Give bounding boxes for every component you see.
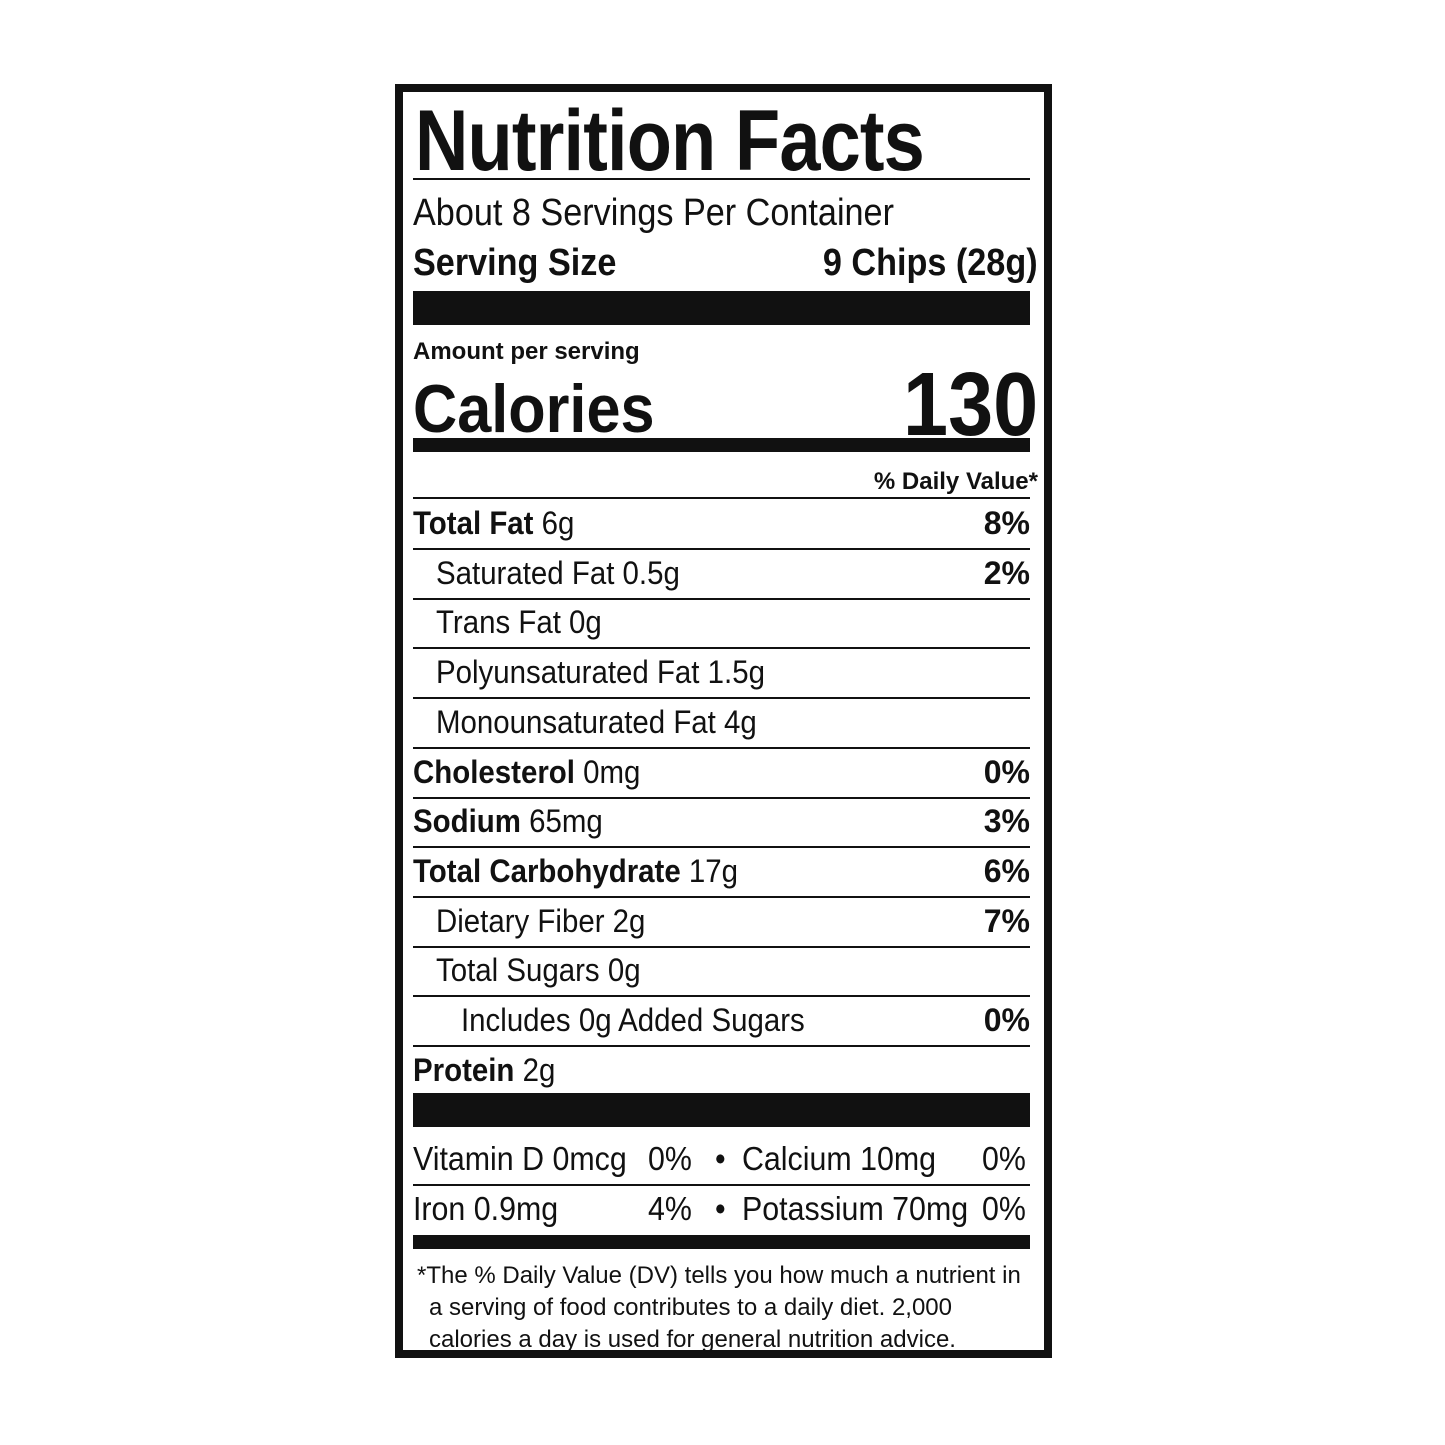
nutrient-name: Cholesterol 0mg <box>413 754 640 791</box>
vitamin-right: Calcium 10mg <box>742 1140 937 1177</box>
nutrient-name: Includes 0g Added Sugars <box>461 1002 805 1039</box>
nutrient-name: Monounsaturated Fat 4g <box>436 704 757 741</box>
nutrient-label: Total Carbohydrate <box>413 852 681 889</box>
vitamin-left-dv: 4% <box>648 1190 692 1227</box>
nutrient-amount: 0.5g <box>622 554 680 591</box>
nutrient-amount: 6g <box>541 505 575 541</box>
nutrient-name: Saturated Fat 0.5g <box>436 555 680 592</box>
nutrient-daily-value: 6% <box>983 852 1030 889</box>
vitamin-right-dv: 0% <box>982 1190 1026 1227</box>
vitamin-right-dv: 0% <box>982 1140 1026 1177</box>
nutrient-label: Total Fat <box>413 505 534 541</box>
nutrient-row: Cholesterol 0mg 0% <box>413 748 1030 799</box>
nutrient-name: Total Sugars 0g <box>436 952 641 989</box>
nutrient-label: Dietary Fiber <box>436 902 605 939</box>
nutrient-label: Protein <box>413 1051 515 1088</box>
vitamin-row: Vitamin D 0mcg 0% • Calcium 10mg 0% <box>413 1136 1030 1186</box>
nutrient-daily-value: 0% <box>983 753 1030 790</box>
nutrient-row: Total Sugars 0g <box>413 946 1030 998</box>
thick-divider <box>413 291 1030 325</box>
nutrient-row: Saturated Fat 0.5g 2% <box>413 549 1030 600</box>
nutrient-label: Cholesterol <box>413 753 575 790</box>
serving-size-value: 9 Chips (28g) <box>823 242 1038 284</box>
nutrient-amount: 0mg <box>583 753 641 790</box>
nutrient-name: Trans Fat 0g <box>436 604 602 641</box>
nutrient-daily-value: 7% <box>983 902 1030 939</box>
daily-value-header: % Daily Value* <box>873 468 1038 495</box>
nutrient-row: Monounsaturated Fat 4g <box>413 698 1030 749</box>
vitamin-row: Iron 0.9mg 4% • Potassium 70mg 0% <box>413 1186 1030 1234</box>
medium-divider <box>413 1235 1030 1249</box>
nutrient-daily-value: 2% <box>983 554 1030 591</box>
nutrient-amount: 1.5g <box>707 654 765 691</box>
nutrient-row: Polyunsaturated Fat 1.5g <box>413 648 1030 700</box>
calories-label: Calories <box>413 371 655 447</box>
nutrient-amount: 4g <box>724 703 757 740</box>
nutrient-amount: 17g <box>688 852 739 889</box>
nutrient-daily-value: 8% <box>983 505 1030 541</box>
vitamin-left: Vitamin D 0mcg <box>413 1140 627 1177</box>
nutrient-row: Total Carbohydrate 17g 6% <box>413 847 1030 898</box>
nutrient-name: Dietary Fiber 2g <box>436 903 645 940</box>
divider <box>413 178 1030 180</box>
label-title: Nutrition Facts <box>415 93 925 189</box>
servings-per-container: About 8 Servings Per Container <box>413 192 894 234</box>
nutrient-amount: 2g <box>522 1051 556 1088</box>
nutrient-label: Polyunsaturated Fat <box>436 654 700 691</box>
nutrient-row: Protein 2g <box>413 1046 1030 1095</box>
nutrient-name: Polyunsaturated Fat 1.5g <box>436 654 765 691</box>
nutrient-label: Monounsaturated Fat <box>436 703 716 740</box>
nutrition-facts-label: Nutrition Facts About 8 Servings Per Con… <box>395 84 1052 1358</box>
divider <box>413 497 1030 499</box>
nutrient-name: Protein 2g <box>413 1052 555 1089</box>
nutrient-name: Sodium 65mg <box>413 803 603 840</box>
nutrient-label: Sodium <box>413 803 521 840</box>
thick-divider <box>413 1093 1030 1127</box>
vitamin-left: Iron 0.9mg <box>413 1190 559 1227</box>
bullet-separator: • <box>715 1190 726 1227</box>
amount-per-serving: Amount per serving <box>413 338 640 365</box>
footnote: *The % Daily Value (DV) tells you how mu… <box>417 1262 1021 1353</box>
nutrient-name: Total Fat 6g <box>413 505 574 542</box>
nutrient-amount: 65mg <box>529 803 603 840</box>
nutrient-row: Sodium 65mg 3% <box>413 797 1030 849</box>
nutrient-label: Total Sugars <box>436 952 600 989</box>
nutrient-daily-value: 0% <box>983 1002 1030 1038</box>
nutrient-amount: 2g <box>612 902 646 939</box>
nutrient-row: Trans Fat 0g <box>413 598 1030 650</box>
nutrient-label: Includes 0g Added Sugars <box>461 1002 805 1038</box>
nutrient-label: Trans Fat <box>436 604 561 641</box>
medium-divider <box>413 438 1030 452</box>
nutrient-name: Total Carbohydrate 17g <box>413 853 738 890</box>
nutrient-amount: 0g <box>569 604 602 641</box>
nutrient-label: Saturated Fat <box>436 554 615 591</box>
vitamin-left-dv: 0% <box>648 1140 692 1177</box>
nutrient-daily-value: 3% <box>983 803 1030 840</box>
nutrient-row: Includes 0g Added Sugars 0% <box>413 996 1030 1047</box>
serving-size-label: Serving Size <box>413 242 617 284</box>
nutrient-row: Total Fat 6g 8% <box>413 499 1030 550</box>
nutrient-row: Dietary Fiber 2g 7% <box>413 897 1030 948</box>
nutrient-amount: 0g <box>607 952 641 989</box>
bullet-separator: • <box>715 1140 726 1177</box>
vitamin-right: Potassium 70mg <box>742 1190 969 1227</box>
